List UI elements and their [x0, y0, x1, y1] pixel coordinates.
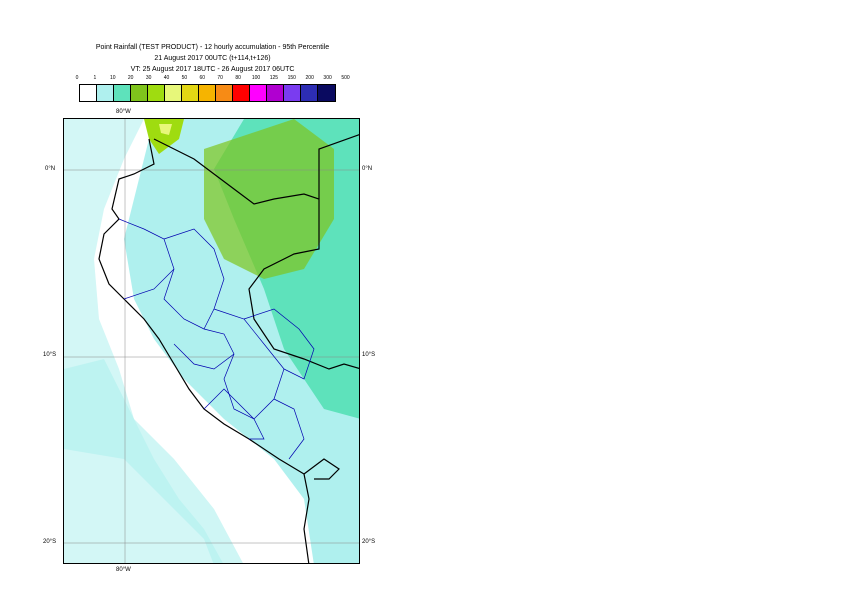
legend-swatch: [199, 85, 216, 101]
legend-tick-label: 10: [110, 75, 116, 81]
legend-tick-labels: 0 1 10 20 30 40 50 60 70 80 100 125 150 200 300 500: [60, 75, 360, 84]
legend-swatch: [284, 85, 301, 101]
legend-tick-label: 500: [341, 75, 350, 81]
valid-time: VT: 25 August 2017 18UTC - 26 August 201…: [130, 66, 295, 73]
legend-tick-label: 60: [199, 75, 206, 81]
legend-tick-label: 125: [269, 75, 279, 81]
legend-tick-label: 100: [251, 75, 261, 81]
legend-swatch: [250, 85, 267, 101]
run-date: 21 August 2017 00UTC (t+114,t+126): [154, 55, 271, 62]
lat-label-20s: 20°S: [43, 539, 57, 545]
country-borders: [98, 134, 359, 563]
legend-swatch: [233, 85, 250, 101]
legend-swatch: [131, 85, 148, 101]
legend-swatch: [97, 85, 114, 101]
chart-title: Point Rainfall (TEST PRODUCT) - 12 hourl…: [95, 44, 330, 51]
legend-tick-label: 300: [323, 75, 332, 81]
legend-tick-label: 40: [163, 75, 170, 81]
lat-label-0: 0°N: [45, 166, 56, 172]
legend-tick-label: 70: [217, 75, 223, 81]
precip-fill: [64, 119, 359, 563]
legend-tick-label: 20: [127, 75, 134, 81]
lat-label-0-right: 0°N: [362, 166, 373, 172]
legend-tick-label: 150: [287, 75, 296, 81]
lon-label-top: 80°W: [116, 109, 131, 115]
legend-swatch: [216, 85, 233, 101]
lat-label-10s: 10°S: [43, 352, 57, 358]
color-legend: [79, 84, 336, 102]
legend-swatch: [318, 85, 335, 101]
legend-tick-label: 30: [145, 75, 152, 81]
legend-swatch: [267, 85, 284, 101]
legend-tick-label: 0: [75, 75, 79, 81]
legend-swatch: [182, 85, 199, 101]
region-borders: [118, 218, 315, 460]
lat-label-20s-right: 20°S: [362, 539, 376, 545]
legend-tick-label: 50: [181, 75, 188, 81]
legend-tick-label: 200: [305, 75, 314, 81]
legend-tick-label: 1: [93, 75, 97, 81]
legend-swatch: [301, 85, 318, 101]
lat-label-10s-right: 10°S: [362, 352, 376, 358]
map-canvas: [64, 119, 359, 563]
legend-tick-label: 80: [235, 75, 241, 81]
graticule: [64, 119, 359, 563]
legend-swatch: [80, 85, 97, 101]
legend-swatch: [148, 85, 165, 101]
legend-swatch: [114, 85, 131, 101]
lon-label-bottom: 80°W: [116, 567, 131, 573]
rainfall-map: [63, 118, 360, 564]
legend-swatch: [165, 85, 182, 101]
